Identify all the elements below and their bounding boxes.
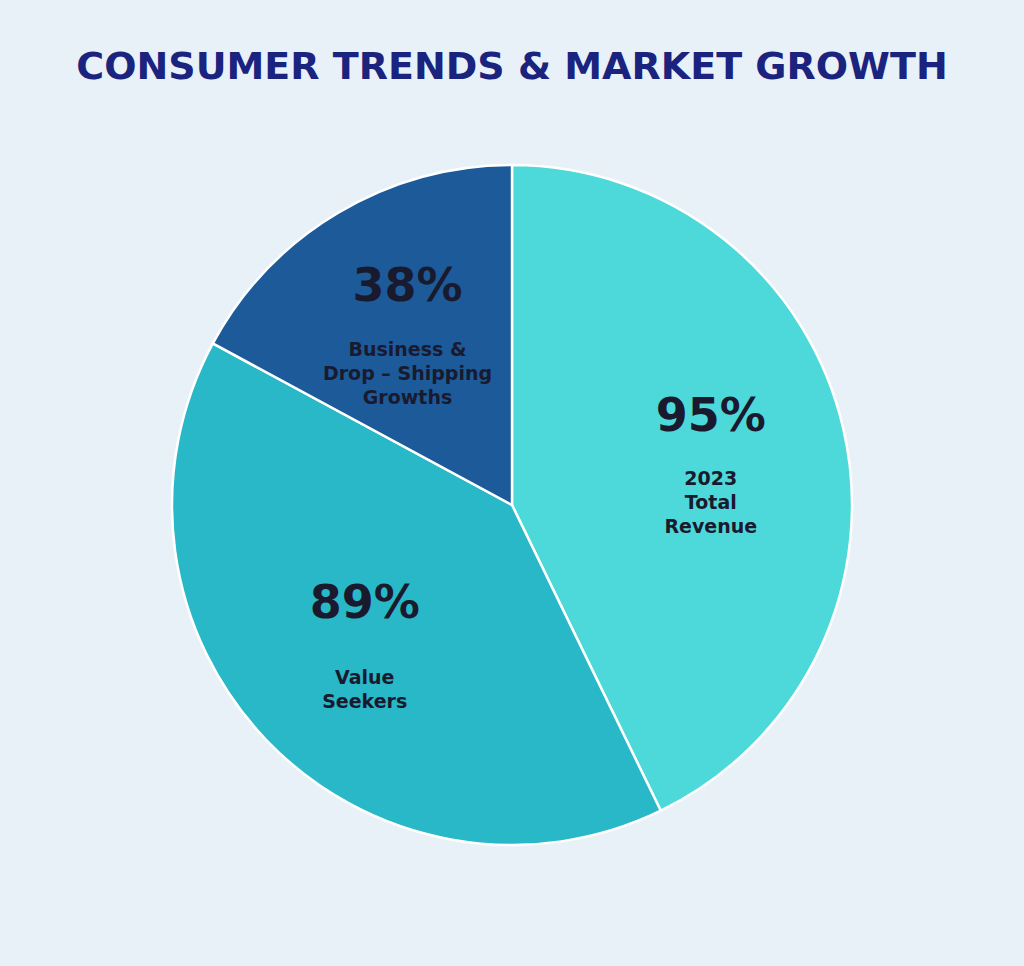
slice-label: 2023TotalRevenue bbox=[664, 467, 757, 537]
labels: 95% 2023TotalRevenue 89% ValueSeekers 38% Bus… bbox=[310, 258, 766, 711]
data-label: 95% bbox=[656, 388, 766, 442]
data-label: 89% bbox=[310, 575, 420, 629]
slice-label: Business &Drop – ShippingGrowths bbox=[323, 337, 492, 407]
data-label: 38% bbox=[352, 258, 462, 312]
slice bbox=[213, 165, 512, 505]
slice-label: ValueSeekers bbox=[322, 666, 407, 712]
title: CONSUMER TRENDS & MARKET GROWTH bbox=[76, 44, 947, 88]
chart: CONSUMER TRENDS & MARKET GROWTH 95% 2023To… bbox=[0, 0, 1024, 966]
slices bbox=[172, 165, 852, 845]
